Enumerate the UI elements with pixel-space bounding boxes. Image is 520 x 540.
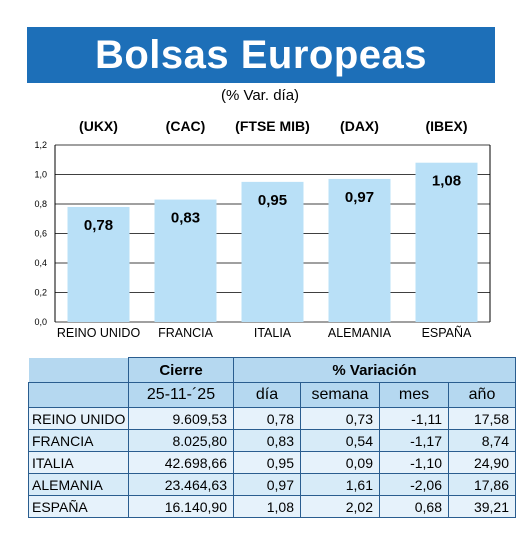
header-close: Cierre bbox=[128, 357, 234, 383]
bar-value-label: 0,95 bbox=[258, 192, 287, 209]
y-tick-label: 0,0 bbox=[34, 317, 47, 327]
month-cell: -2,06 bbox=[379, 473, 449, 496]
country-cell: REINO UNIDO bbox=[28, 407, 129, 430]
week-cell: 0,09 bbox=[300, 451, 380, 474]
month-cell: 0,68 bbox=[379, 495, 449, 518]
category-label: REINO UNIDO bbox=[57, 326, 141, 340]
bar-value-label: 0,78 bbox=[84, 217, 113, 234]
category-label: ESPAÑA bbox=[422, 326, 472, 340]
close-cell: 23.464,63 bbox=[128, 473, 234, 496]
table-row: FRANCIA 8.025,80 0,83 0,54 -1,17 8,74 bbox=[28, 429, 516, 452]
day-cell: 0,83 bbox=[233, 429, 301, 452]
market-table: Cierre % Variación 25-11-´25 día semana … bbox=[28, 357, 516, 518]
index-label: (CAC) bbox=[166, 118, 206, 134]
bar-value-label: 1,08 bbox=[432, 173, 461, 190]
week-cell: 0,73 bbox=[300, 407, 380, 430]
bar-value-label: 0,97 bbox=[345, 189, 374, 206]
day-cell: 0,97 bbox=[233, 473, 301, 496]
year-cell: 17,58 bbox=[448, 407, 516, 430]
month-cell: -1,10 bbox=[379, 451, 449, 474]
close-cell: 16.140,90 bbox=[128, 495, 234, 518]
bar-value-label: 0,83 bbox=[171, 210, 200, 227]
y-tick-label: 0,8 bbox=[34, 199, 47, 209]
day-cell: 0,78 bbox=[233, 407, 301, 430]
index-label: (IBEX) bbox=[426, 118, 468, 134]
header-variation: % Variación bbox=[233, 357, 516, 383]
table-corner bbox=[28, 357, 129, 383]
country-cell: ESPAÑA bbox=[28, 495, 129, 518]
y-tick-label: 0,6 bbox=[34, 229, 47, 239]
year-cell: 8,74 bbox=[448, 429, 516, 452]
index-label: (FTSE MIB) bbox=[235, 118, 310, 134]
country-cell: FRANCIA bbox=[28, 429, 129, 452]
close-cell: 8.025,80 bbox=[128, 429, 234, 452]
year-cell: 39,21 bbox=[448, 495, 516, 518]
header-year: año bbox=[448, 382, 516, 408]
header-blank bbox=[28, 382, 129, 408]
month-cell: -1,11 bbox=[379, 407, 449, 430]
page-title: Bolsas Europeas bbox=[27, 27, 495, 83]
y-tick-label: 1,2 bbox=[34, 140, 47, 150]
close-cell: 9.609,53 bbox=[128, 407, 234, 430]
y-tick-label: 0,4 bbox=[34, 258, 47, 268]
day-cell: 1,08 bbox=[233, 495, 301, 518]
week-cell: 0,54 bbox=[300, 429, 380, 452]
category-label: ALEMANIA bbox=[328, 326, 392, 340]
header-month: mes bbox=[379, 382, 449, 408]
index-label: (DAX) bbox=[340, 118, 379, 134]
bar bbox=[154, 199, 217, 322]
bar bbox=[328, 178, 391, 322]
bar-chart: 0,0 0,2 0,4 0,6 0,8 1,0 1,2 0,78 (UKX) REINO UNID… bbox=[34, 118, 491, 340]
y-tick-label: 0,2 bbox=[34, 288, 47, 298]
bar bbox=[415, 162, 478, 322]
year-cell: 24,90 bbox=[448, 451, 516, 474]
bar bbox=[67, 206, 130, 322]
category-label: ITALIA bbox=[254, 326, 292, 340]
header-date: 25-11-´25 bbox=[128, 382, 234, 408]
index-label: (UKX) bbox=[79, 118, 118, 134]
table-row: ITALIA 42.698,66 0,95 0,09 -1,10 24,90 bbox=[28, 451, 516, 474]
table-row: REINO UNIDO 9.609,53 0,78 0,73 -1,11 17,58 bbox=[28, 407, 516, 430]
table-row: ESPAÑA 16.140,90 1,08 2,02 0,68 39,21 bbox=[28, 495, 516, 518]
week-cell: 1,61 bbox=[300, 473, 380, 496]
week-cell: 2,02 bbox=[300, 495, 380, 518]
country-cell: ALEMANIA bbox=[28, 473, 129, 496]
header-week: semana bbox=[300, 382, 380, 408]
bar bbox=[241, 181, 304, 322]
header-day: día bbox=[233, 382, 301, 408]
y-tick-label: 1,0 bbox=[34, 170, 47, 180]
table-row: ALEMANIA 23.464,63 0,97 1,61 -2,06 17,86 bbox=[28, 473, 516, 496]
month-cell: -1,17 bbox=[379, 429, 449, 452]
chart-subtitle: (% Var. día) bbox=[220, 87, 300, 104]
close-cell: 42.698,66 bbox=[128, 451, 234, 474]
category-label: FRANCIA bbox=[158, 326, 214, 340]
day-cell: 0,95 bbox=[233, 451, 301, 474]
year-cell: 17,86 bbox=[448, 473, 516, 496]
country-cell: ITALIA bbox=[28, 451, 129, 474]
